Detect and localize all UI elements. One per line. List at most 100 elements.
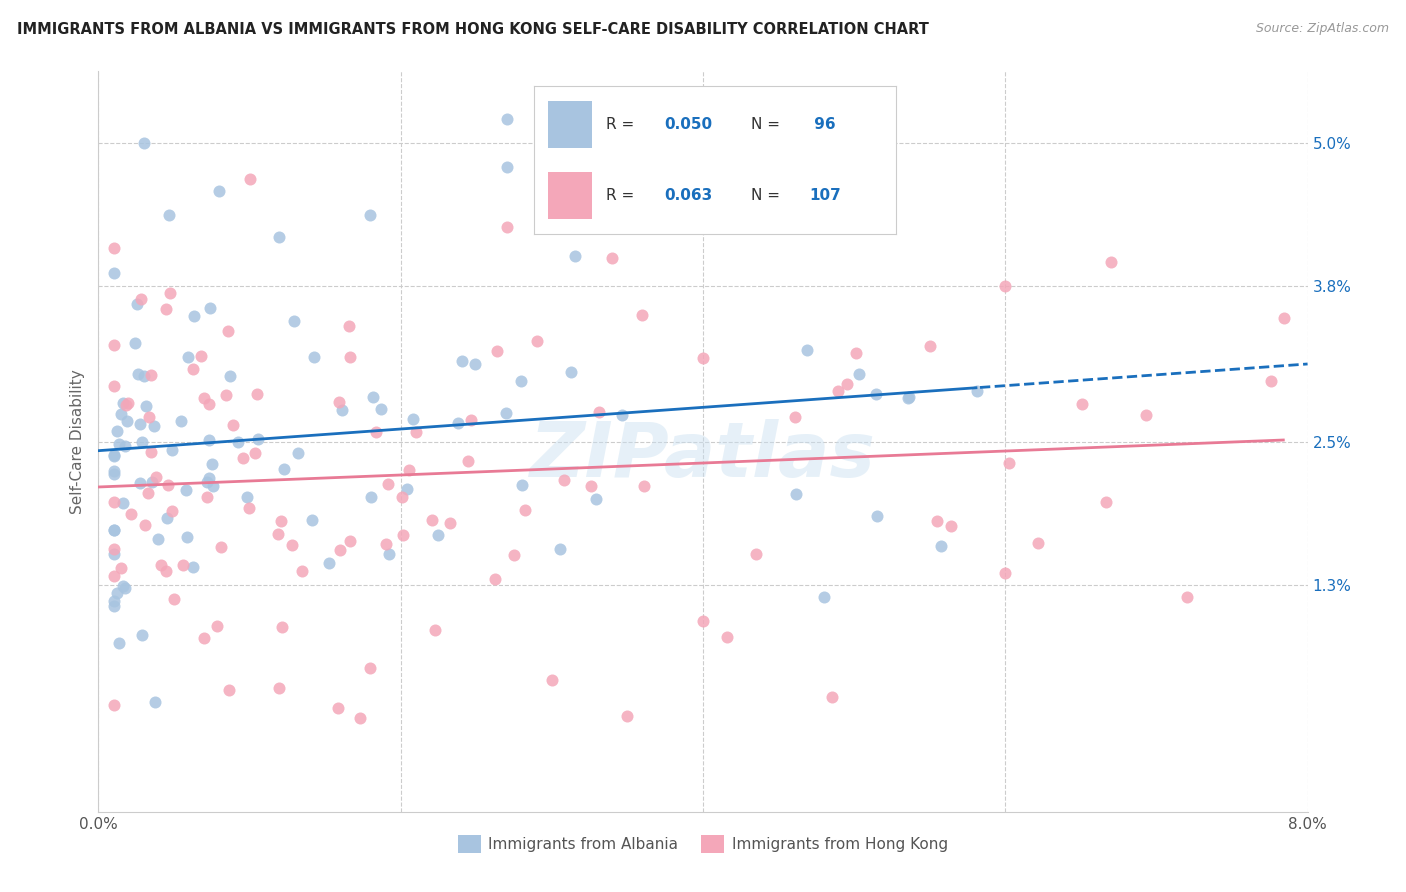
Point <box>181 560 204 574</box>
Point <box>198 396 221 410</box>
Point <box>103 594 125 608</box>
Point <box>426 527 449 541</box>
Point <box>103 266 125 280</box>
Point <box>103 523 125 537</box>
Point <box>612 408 634 422</box>
Point <box>172 558 194 572</box>
Point <box>193 391 215 405</box>
Point <box>103 547 125 561</box>
Point <box>560 365 582 379</box>
Point <box>553 473 575 487</box>
Point <box>513 502 536 516</box>
Point <box>273 461 295 475</box>
Point <box>328 395 350 409</box>
Point <box>391 490 413 504</box>
Point <box>360 661 382 675</box>
Point <box>745 547 768 561</box>
Point <box>103 467 125 481</box>
Point <box>105 424 128 438</box>
Point <box>217 324 239 338</box>
Point <box>103 569 125 583</box>
Point <box>200 458 222 472</box>
Point <box>129 476 152 491</box>
Point <box>136 486 159 500</box>
Point <box>176 530 198 544</box>
Point <box>170 414 193 428</box>
Point <box>360 490 382 504</box>
Point <box>236 490 259 504</box>
Point <box>142 419 165 434</box>
Point <box>287 446 309 460</box>
Point <box>110 407 132 421</box>
Point <box>218 682 240 697</box>
Point <box>692 208 714 222</box>
Point <box>174 483 197 498</box>
Point <box>132 369 155 384</box>
Point <box>246 387 269 401</box>
Point <box>115 398 138 412</box>
Point <box>120 507 142 521</box>
Point <box>395 483 418 497</box>
Point <box>485 344 508 359</box>
Point <box>139 445 162 459</box>
Point <box>134 518 156 533</box>
Point <box>198 471 221 485</box>
Point <box>193 631 215 645</box>
Point <box>103 449 125 463</box>
Point <box>160 503 183 517</box>
Point <box>460 413 482 427</box>
Point <box>495 160 517 174</box>
Point <box>326 701 349 715</box>
Point <box>124 335 146 350</box>
Point <box>117 414 139 428</box>
Point <box>451 353 474 368</box>
Point <box>177 351 200 365</box>
Point <box>103 464 125 478</box>
Point <box>105 585 128 599</box>
Point <box>602 251 624 265</box>
Point <box>994 279 1017 293</box>
Point <box>1028 536 1050 550</box>
Point <box>138 409 160 424</box>
Point <box>131 628 153 642</box>
Point <box>897 391 920 405</box>
Point <box>439 516 461 531</box>
Point <box>103 541 125 556</box>
Point <box>377 547 399 561</box>
Point <box>114 439 136 453</box>
Point <box>129 292 152 306</box>
Point <box>226 435 249 450</box>
Point <box>155 564 177 578</box>
Point <box>692 351 714 365</box>
Point <box>339 533 361 548</box>
Point <box>111 396 134 410</box>
Point <box>270 620 292 634</box>
Point <box>201 479 224 493</box>
Point <box>370 402 392 417</box>
Point <box>931 539 953 553</box>
Point <box>111 496 134 510</box>
Point <box>495 219 517 234</box>
Point <box>364 425 387 440</box>
Point <box>1135 408 1157 422</box>
Point <box>349 710 371 724</box>
Point <box>103 379 125 393</box>
Point <box>821 690 844 704</box>
Point <box>484 573 506 587</box>
Point <box>631 308 654 322</box>
Point <box>464 357 486 371</box>
Point <box>103 599 125 614</box>
Point <box>146 532 169 546</box>
Point <box>125 297 148 311</box>
Point <box>405 425 427 439</box>
Point <box>548 542 571 557</box>
Point <box>145 470 167 484</box>
Point <box>304 351 326 365</box>
Point <box>103 449 125 463</box>
Point <box>114 581 136 595</box>
Point <box>796 343 818 358</box>
Point <box>510 477 533 491</box>
Point <box>108 635 131 649</box>
Point <box>181 361 204 376</box>
Point <box>103 698 125 712</box>
